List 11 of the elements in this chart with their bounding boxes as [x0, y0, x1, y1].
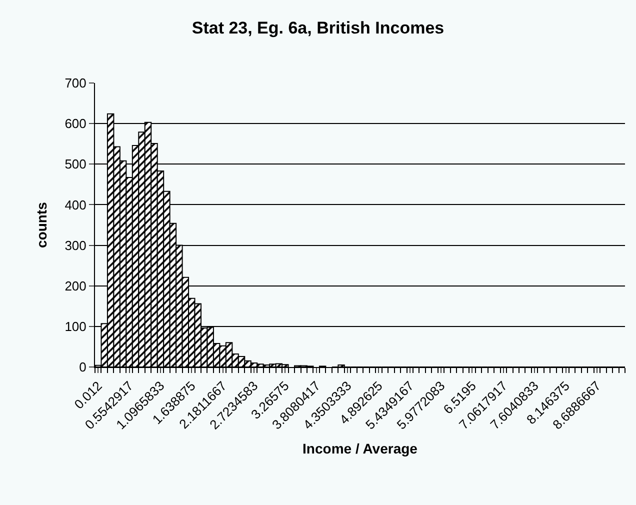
y-tick-label: 100: [64, 318, 86, 334]
y-tick-label: 300: [64, 238, 86, 253]
y-tick-label: 700: [64, 76, 86, 91]
y-axis-title: counts: [33, 202, 50, 248]
chart-title: Stat 23, Eg. 6a, British Incomes: [192, 18, 444, 38]
y-tick-label: 200: [64, 278, 86, 294]
y-tick-label: 600: [64, 116, 86, 132]
y-tick-label: 400: [64, 197, 86, 212]
x-axis-title: Income / Average: [302, 440, 418, 457]
y-tick-label: 500: [64, 156, 86, 172]
y-tick-label: 0: [79, 360, 86, 375]
